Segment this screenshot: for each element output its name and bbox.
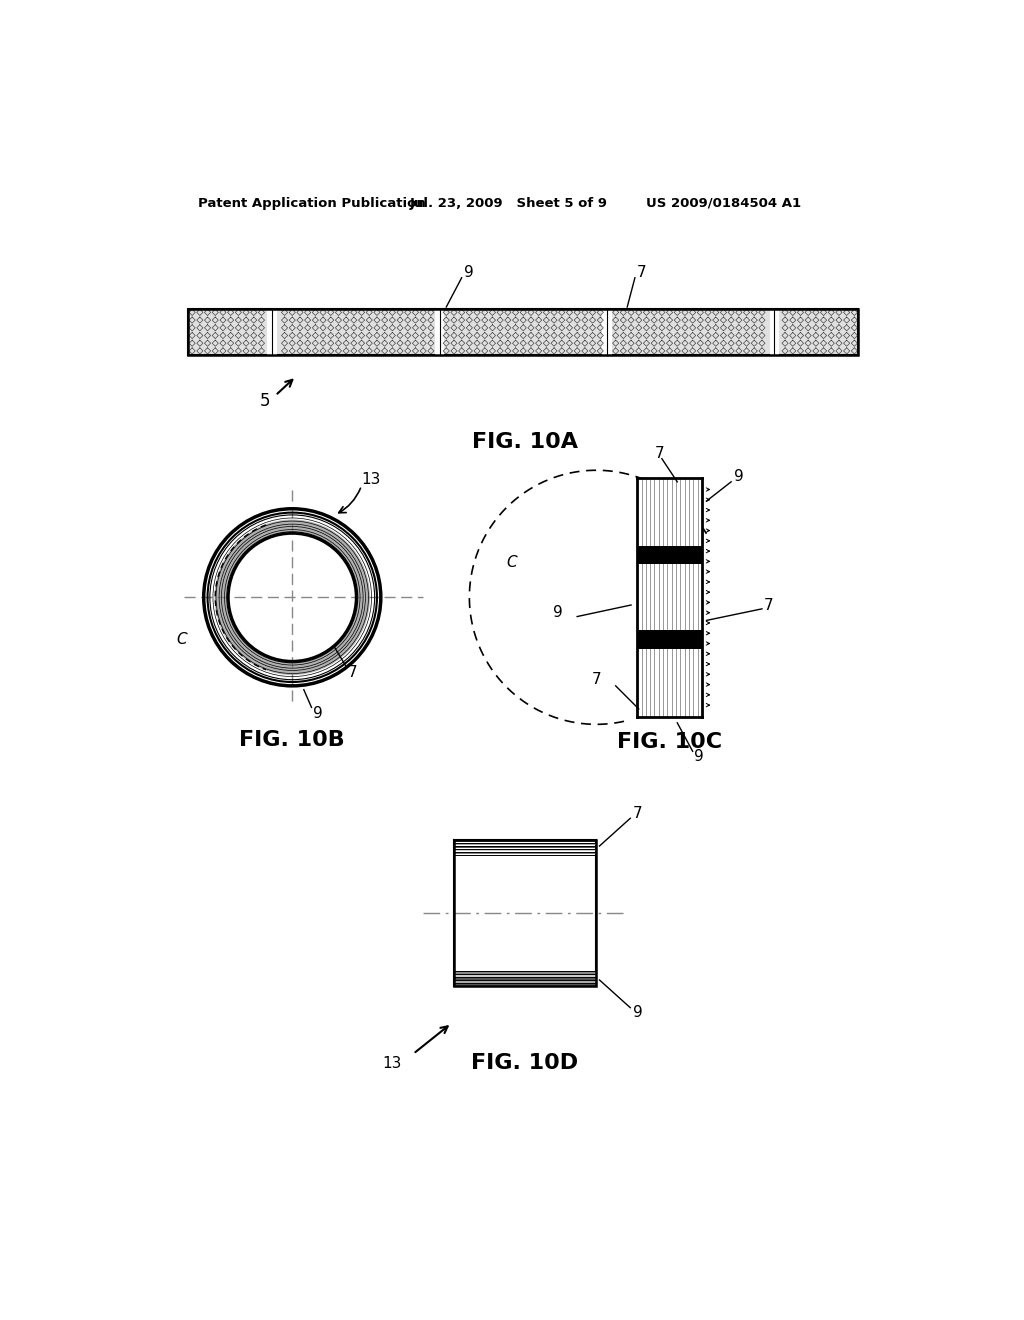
Text: 9: 9 (633, 1005, 642, 1020)
Circle shape (228, 533, 356, 661)
Bar (188, 309, 858, 355)
Text: 7: 7 (633, 807, 642, 821)
Text: 7: 7 (592, 672, 601, 688)
Bar (454, 846, 596, 849)
Text: Patent Application Publication: Patent Application Publication (199, 197, 426, 210)
Text: 7: 7 (348, 665, 357, 680)
Text: FIG. 10D: FIG. 10D (471, 1053, 579, 1073)
Text: 9: 9 (694, 750, 703, 764)
Text: 13: 13 (383, 1056, 402, 1071)
Bar (454, 981, 596, 983)
Text: C: C (177, 632, 187, 647)
Bar (454, 849, 596, 851)
Bar (454, 972, 596, 974)
Bar (454, 853, 596, 854)
Bar (267, 309, 276, 355)
Bar (637, 478, 701, 717)
Bar (454, 840, 596, 986)
Text: 13: 13 (361, 473, 381, 487)
Text: 7: 7 (637, 265, 647, 280)
Text: 7: 7 (764, 598, 773, 612)
Text: 9: 9 (313, 706, 323, 721)
Bar (454, 978, 596, 979)
Bar (454, 843, 596, 845)
Text: Jul. 23, 2009   Sheet 5 of 9: Jul. 23, 2009 Sheet 5 of 9 (410, 197, 607, 210)
Bar (188, 309, 858, 355)
Text: 9: 9 (734, 469, 744, 484)
Bar (770, 309, 779, 355)
Text: FIG. 10C: FIG. 10C (617, 733, 722, 752)
Bar (637, 631, 701, 649)
Bar (637, 545, 701, 564)
Bar (454, 840, 596, 842)
Text: US 2009/0184504 A1: US 2009/0184504 A1 (646, 197, 802, 210)
Text: FIG. 10A: FIG. 10A (472, 432, 578, 451)
Text: 9: 9 (553, 605, 563, 620)
Bar (454, 840, 596, 986)
Bar (602, 309, 611, 355)
Text: 7: 7 (654, 446, 665, 461)
Text: C: C (507, 556, 517, 570)
Text: 5: 5 (260, 392, 270, 411)
Bar (454, 983, 596, 986)
Bar (454, 974, 596, 977)
Text: FIG. 10B: FIG. 10B (240, 730, 345, 750)
Bar (435, 309, 444, 355)
Text: 9: 9 (464, 265, 474, 280)
